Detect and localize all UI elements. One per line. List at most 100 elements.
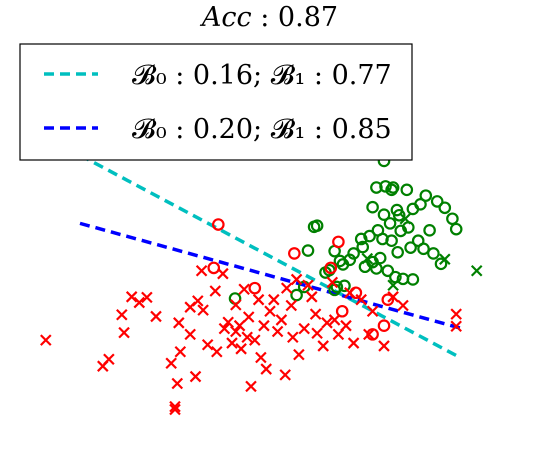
point-s3-7 <box>377 319 391 333</box>
point-s3-6 <box>366 328 379 341</box>
point-s1-0 <box>470 265 483 277</box>
boundary-line-1 <box>79 221 461 330</box>
point-s3-8 <box>381 293 395 306</box>
point-s1-3 <box>361 252 374 265</box>
point-s2-11 <box>169 403 181 416</box>
point-s3-4 <box>324 261 338 275</box>
point-s0-27 <box>356 240 370 254</box>
point-s2-61 <box>211 345 223 358</box>
point-s2-12 <box>174 345 187 358</box>
point-s2-40 <box>298 322 310 335</box>
point-s0-13 <box>392 208 406 222</box>
point-s2-20 <box>218 322 231 335</box>
point-s0-6 <box>419 189 433 202</box>
point-s2-68 <box>280 282 293 294</box>
point-s2-65 <box>347 337 360 349</box>
point-s2-67 <box>260 363 272 375</box>
point-s0-19 <box>404 241 417 254</box>
point-s0-7 <box>430 195 444 208</box>
point-s2-13 <box>184 328 196 341</box>
point-s2-69 <box>302 279 314 292</box>
point-s2-4 <box>118 326 130 339</box>
point-s2-31 <box>258 319 270 332</box>
chart-title-acc: Acc <box>199 2 252 33</box>
point-s2-36 <box>279 369 291 381</box>
point-s0-3 <box>379 180 392 193</box>
point-s2-54 <box>397 299 409 312</box>
legend-box <box>19 43 413 161</box>
point-s0-5 <box>400 183 414 197</box>
point-s2-34 <box>271 325 284 338</box>
point-s0-35 <box>336 258 350 271</box>
point-s0-45 <box>406 273 420 286</box>
point-s0-42 <box>310 219 324 232</box>
point-s2-30 <box>255 351 267 364</box>
point-s0-50 <box>330 280 344 294</box>
point-s2-2 <box>103 353 115 366</box>
point-s2-37 <box>285 299 298 312</box>
point-s2-51 <box>366 305 379 318</box>
point-s0-22 <box>427 247 440 260</box>
point-s3-0 <box>212 218 225 231</box>
point-s3-1 <box>332 235 345 249</box>
point-s0-18 <box>391 245 404 259</box>
point-s2-50 <box>363 328 375 341</box>
legend-label-0: 𝓑₀ : 0.16; 𝓑₁ : 0.77 <box>132 60 392 91</box>
point-s3-2 <box>288 247 301 260</box>
point-s0-55 <box>383 217 397 230</box>
point-s2-18 <box>201 339 214 351</box>
point-s0-57 <box>449 222 463 236</box>
point-s0-31 <box>373 251 387 265</box>
point-s2-28 <box>245 380 257 393</box>
point-s2-47 <box>340 319 352 332</box>
point-s0-36 <box>333 254 347 268</box>
point-s0-17 <box>385 234 398 248</box>
point-s2-56 <box>450 320 462 333</box>
point-s2-62 <box>230 299 242 311</box>
point-s2-60 <box>169 400 181 413</box>
point-s0-43 <box>301 244 315 257</box>
point-s0-32 <box>370 262 383 275</box>
point-s2-33 <box>268 293 280 306</box>
point-s2-26 <box>238 283 250 296</box>
point-s2-63 <box>290 273 303 286</box>
point-s2-42 <box>309 308 322 320</box>
point-s0-24 <box>446 212 459 226</box>
point-s0-25 <box>423 224 436 237</box>
point-s1-4 <box>387 279 399 292</box>
chart-marks <box>40 143 483 416</box>
point-s2-59 <box>173 317 185 329</box>
point-s0-54 <box>354 232 368 246</box>
point-s2-5 <box>125 291 138 303</box>
point-s2-52 <box>378 340 390 352</box>
point-s2-41 <box>306 291 318 303</box>
point-s2-10 <box>171 377 184 390</box>
point-s2-49 <box>355 293 367 306</box>
point-s0-33 <box>381 264 395 278</box>
point-s2-17 <box>197 304 209 316</box>
point-s2-64 <box>326 276 339 289</box>
point-s2-22 <box>226 337 238 349</box>
chart-title: Acc : 0.87 <box>199 2 338 33</box>
point-s2-29 <box>249 334 261 346</box>
point-s2-3 <box>116 308 128 321</box>
point-s2-71 <box>311 327 323 339</box>
point-s2-23 <box>230 325 242 338</box>
point-s0-56 <box>394 224 408 238</box>
point-s3-5 <box>335 304 349 318</box>
point-s0-21 <box>417 242 430 256</box>
point-s2-32 <box>264 305 276 318</box>
point-s0-2 <box>370 181 383 194</box>
point-s2-70 <box>235 343 247 355</box>
boundary-line-0 <box>79 153 461 360</box>
point-s2-55 <box>450 308 462 320</box>
point-s2-7 <box>141 291 153 304</box>
point-s3-9 <box>207 261 221 275</box>
point-s0-10 <box>406 202 420 216</box>
point-s0-28 <box>347 247 360 260</box>
point-s1-1 <box>439 253 451 265</box>
legend: 𝓑₀ : 0.16; 𝓑₁ : 0.77 𝓑₀ : 0.20; 𝓑₁ : 0.8… <box>19 43 413 161</box>
point-s0-12 <box>377 208 391 222</box>
point-s2-35 <box>275 314 288 326</box>
